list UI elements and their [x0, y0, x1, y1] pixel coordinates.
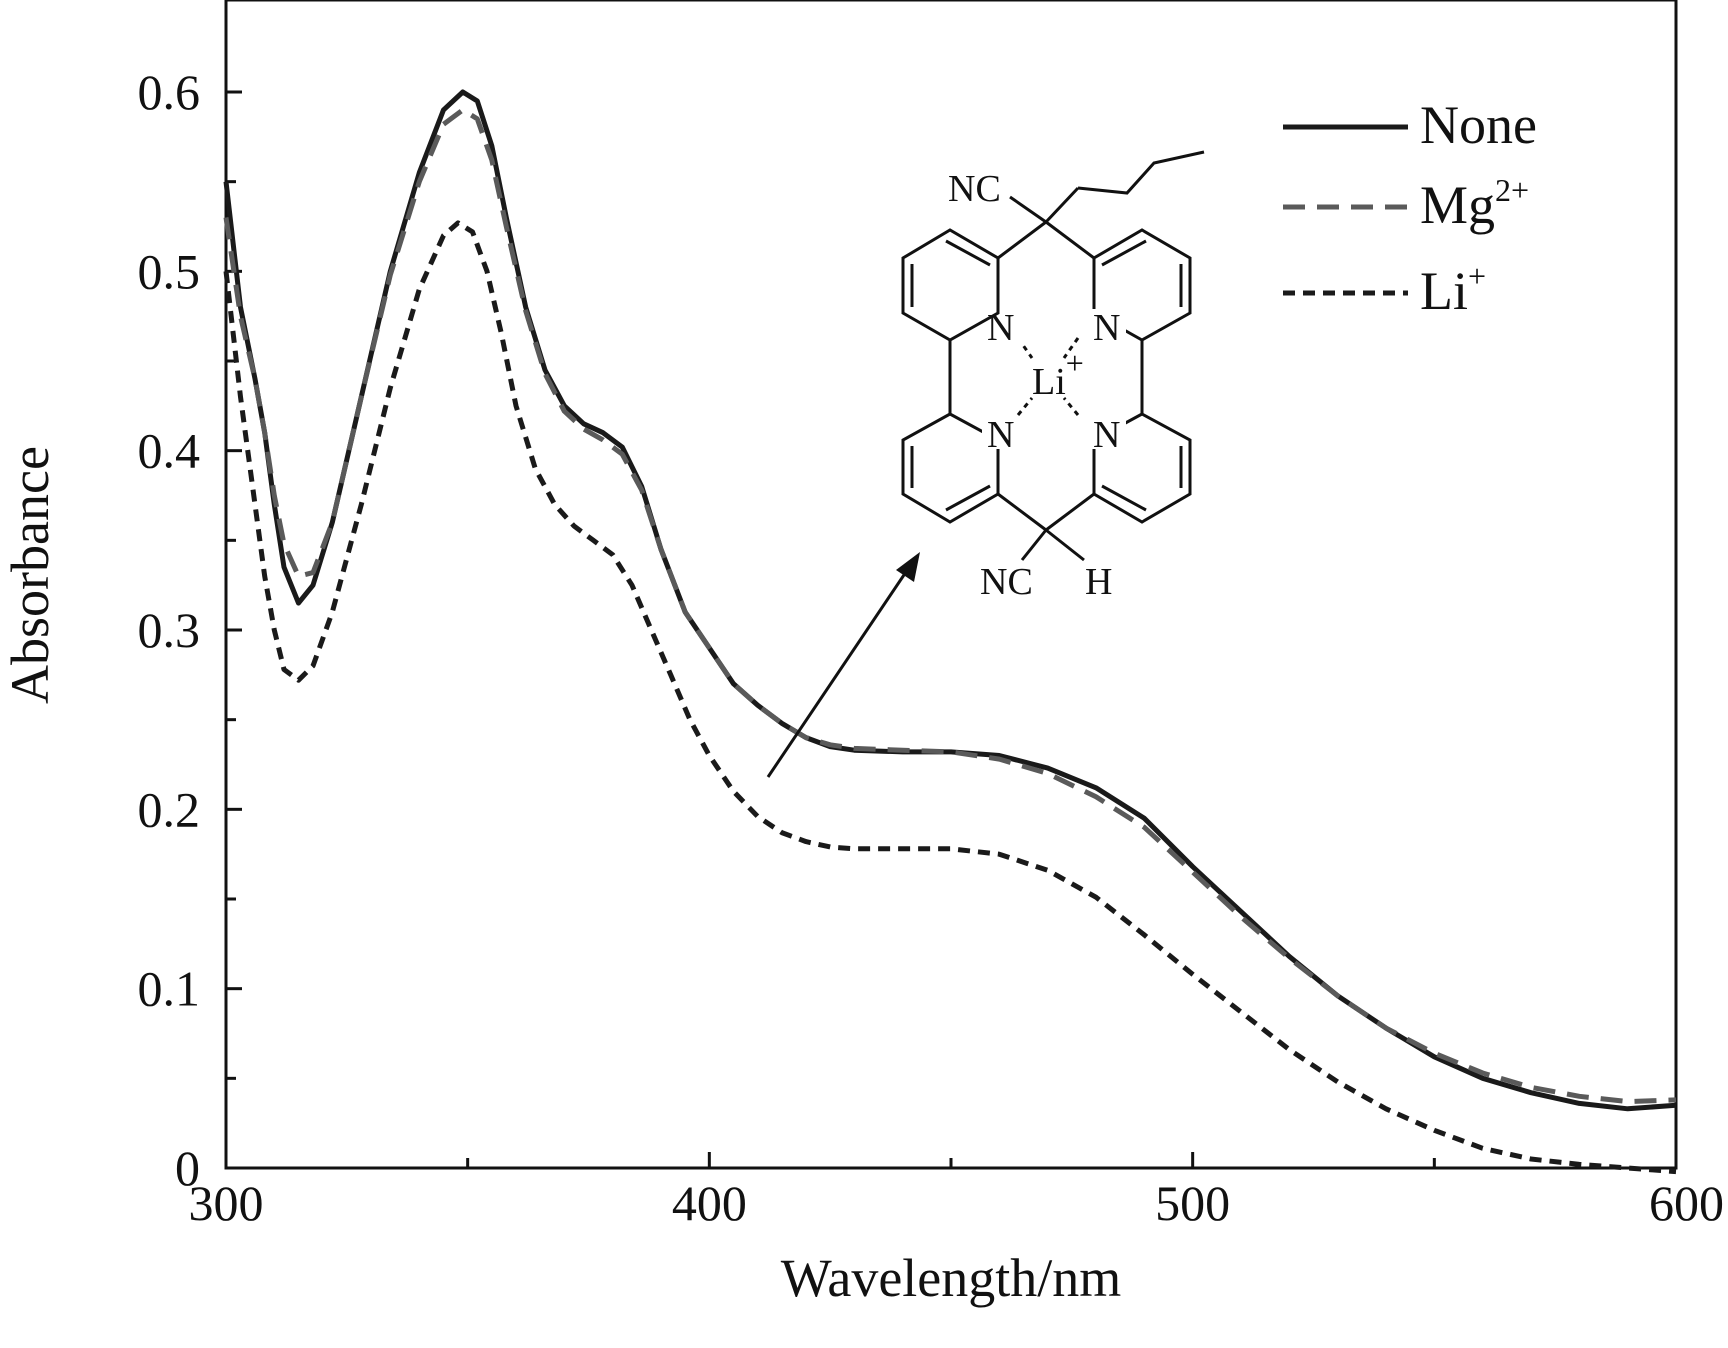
y-axis-ticks: 0 0.1 0.2 0.3 0.4 0.5 0.6 [138, 64, 242, 1196]
legend-label-li-text: Li [1420, 261, 1468, 321]
inset-structure [901, 150, 1205, 562]
x-tick-label: 600 [1649, 1175, 1724, 1231]
legend-label-mg-text: Mg [1420, 175, 1495, 235]
legend: None Mg2+ Li+ [1283, 95, 1537, 321]
legend-label-mg-sup: 2+ [1495, 172, 1529, 208]
y-tick-label: 0.2 [138, 781, 201, 837]
y-tick-label: 0.6 [138, 64, 201, 120]
y-tick-label: 0.4 [138, 423, 201, 479]
atom-n-bottom-right: N [1093, 414, 1120, 456]
y-tick-label: 0 [175, 1140, 200, 1196]
series-line-mg2 [223, 107, 1677, 1105]
atom-li: Li+ [1032, 345, 1084, 403]
inset-atom-labels: NC N N Li+ N N NC H [948, 168, 1126, 603]
atom-nc-top: NC [948, 168, 1001, 210]
atom-nc-bottom: NC [980, 561, 1033, 603]
legend-label-li-sup: + [1468, 258, 1486, 294]
y-tick-label: 0.3 [138, 602, 201, 658]
atom-h: H [1085, 561, 1112, 603]
x-tick-label: 300 [189, 1175, 264, 1231]
x-axis-title: Wavelength/nm [781, 1248, 1122, 1308]
y-axis-title: Absorbance [0, 446, 60, 704]
y-tick-label: 0.5 [138, 243, 201, 299]
x-tick-label: 400 [672, 1175, 747, 1231]
legend-label-li: Li+ [1420, 258, 1486, 321]
x-tick-label: 500 [1155, 1175, 1230, 1231]
series-line-li [223, 220, 1677, 1175]
series-layer [223, 89, 1677, 1175]
atom-n-top-right: N [1093, 307, 1120, 349]
legend-label-none: None [1420, 95, 1537, 155]
x-axis-ticks: 300 400 500 600 [189, 1152, 1724, 1231]
legend-label-mg: Mg2+ [1420, 172, 1529, 235]
y-tick-label: 0.1 [138, 961, 201, 1017]
annotation-arrow [766, 552, 920, 778]
atom-n-top-left: N [987, 307, 1014, 349]
atom-n-bottom-left: N [987, 414, 1014, 456]
